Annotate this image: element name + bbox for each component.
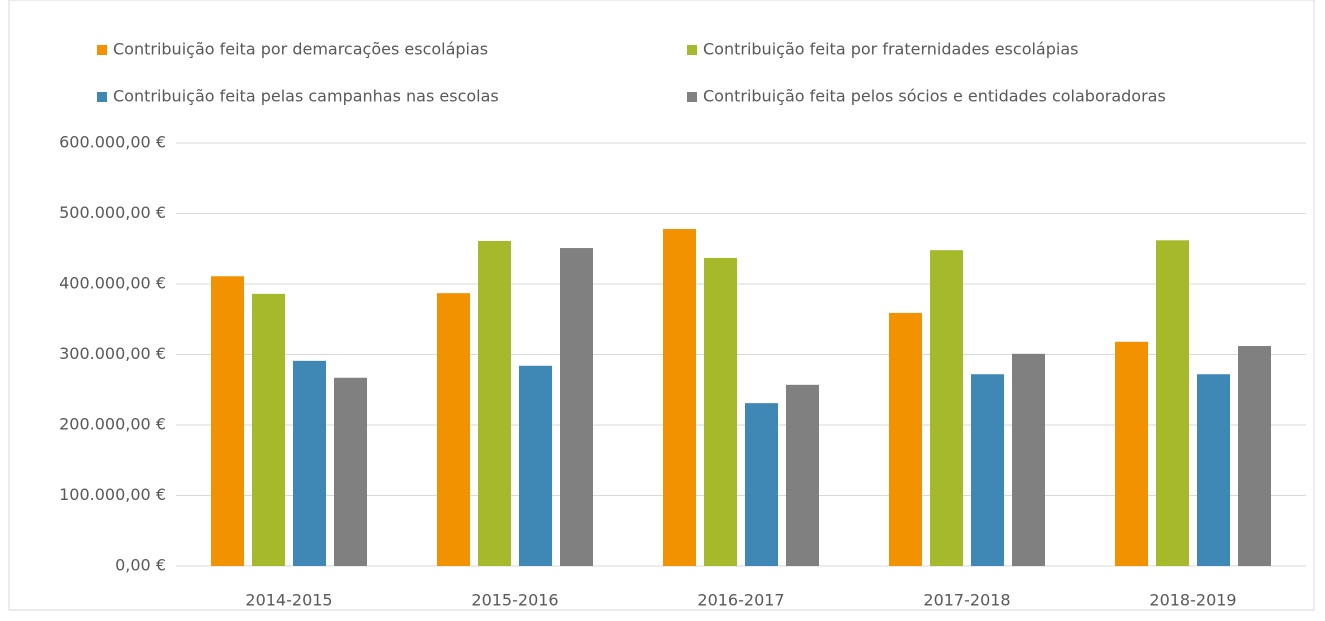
bar (1156, 240, 1189, 567)
bar (1238, 346, 1271, 566)
y-tick-label: 200.000,00 € (59, 415, 166, 434)
legend-label: Contribuição feita por fraternidades esc… (703, 40, 1078, 59)
x-tick-label: 2014-2015 (245, 591, 332, 610)
y-tick-label: 400.000,00 € (59, 274, 166, 293)
bar (1197, 374, 1230, 566)
bar (786, 384, 819, 566)
legend-swatch (97, 45, 107, 55)
bar (478, 240, 511, 566)
legend-label: Contribuição feita pelos sócios e entida… (703, 87, 1166, 106)
bar (704, 257, 737, 566)
bar (1012, 353, 1045, 566)
x-tick-label: 2016-2017 (697, 591, 784, 610)
y-tick-label: 0,00 € (115, 556, 166, 575)
bar (889, 312, 922, 566)
legend-label: Contribuição feita por demarcações escol… (113, 40, 488, 59)
bar (971, 374, 1004, 566)
bar (293, 360, 326, 566)
y-tick-label: 500.000,00 € (59, 203, 166, 222)
bar (560, 248, 593, 567)
bar (437, 293, 470, 566)
bar (211, 276, 244, 566)
y-tick-label: 600.000,00 € (59, 133, 166, 152)
bar (334, 377, 367, 566)
legend-swatch (687, 45, 697, 55)
bar (252, 293, 285, 566)
bar (663, 229, 696, 566)
bar (519, 365, 552, 566)
y-tick-label: 100.000,00 € (59, 485, 166, 504)
x-tick-label: 2015-2016 (471, 591, 558, 610)
legend-swatch (687, 92, 697, 102)
bar (1115, 341, 1148, 566)
y-tick-label: 300.000,00 € (59, 344, 166, 363)
legend-swatch (97, 92, 107, 102)
legend-label: Contribuição feita pelas campanhas nas e… (113, 87, 499, 106)
bar (745, 403, 778, 566)
bar (930, 250, 963, 566)
x-tick-label: 2018-2019 (1149, 591, 1236, 610)
x-tick-label: 2017-2018 (923, 591, 1010, 610)
